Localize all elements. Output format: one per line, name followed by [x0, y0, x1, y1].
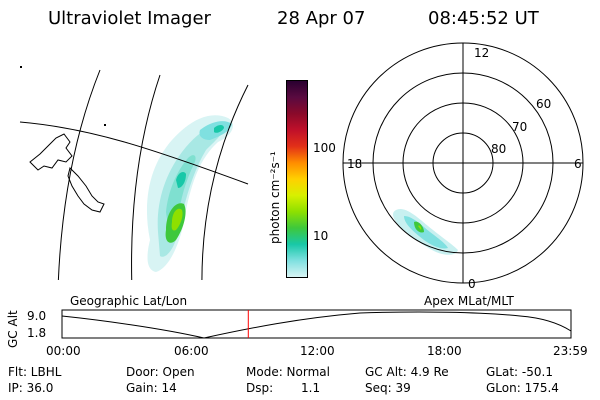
time-label: 08:45:52 UT — [428, 8, 539, 29]
mlt-label-0: 0 — [468, 277, 476, 291]
mlat-label-60: 60 — [536, 97, 552, 111]
instrument-title: Ultraviolet Imager — [48, 8, 211, 29]
coastline — [29, 133, 73, 171]
timeline-xtick-2359: 23:59 — [553, 344, 588, 358]
geographic-panel-label: Geographic Lat/Lon — [70, 294, 188, 308]
colorbar-tick-10: 10 — [313, 229, 329, 243]
mlt-label-12: 12 — [474, 46, 490, 60]
info-mode: Mode: Normal — [246, 365, 330, 379]
info-dsp-label: Dsp: — [246, 381, 274, 395]
polar-dial — [342, 42, 584, 284]
info-glon: GLon: 175.4 — [486, 381, 559, 395]
info-door: Door: Open — [126, 365, 195, 379]
timeline-xtick-1200: 12:00 — [300, 344, 335, 358]
aurora-emission-polar — [393, 208, 458, 255]
info-glat: GLat: -50.1 — [486, 365, 553, 379]
mlt-label-6: 6 — [574, 157, 582, 171]
info-gc-alt: GC Alt: 4.9 Re — [365, 365, 449, 379]
info-dsp-value: 1.1 — [301, 381, 321, 395]
date-label: 28 Apr 07 — [277, 8, 366, 29]
mlt-label-18: 18 — [347, 157, 363, 171]
colorbar — [286, 80, 308, 278]
info-ip: IP: 36.0 — [8, 381, 54, 395]
timeline-xtick-0600: 06:00 — [174, 344, 209, 358]
altitude-timeline — [61, 309, 572, 339]
timeline-y-label: GC Alt — [6, 310, 20, 348]
aurora-emission-geo — [146, 115, 233, 272]
mlat-label-80: 80 — [491, 142, 507, 156]
info-gain: Gain: 14 — [126, 381, 177, 395]
info-filter: Flt: LBHL — [8, 365, 62, 379]
altitude-curve — [61, 311, 572, 339]
timeline-ytick-top: 9.0 — [27, 309, 47, 323]
colorbar-tick-100: 100 — [313, 141, 336, 155]
info-seq: Seq: 39 — [365, 381, 411, 395]
colorbar-unit-label: photon cm⁻²s⁻¹ — [268, 151, 282, 244]
mlat-label-70: 70 — [512, 120, 528, 134]
timeline-xtick-1800: 18:00 — [427, 344, 462, 358]
timeline-xtick-0000: 00:00 — [46, 344, 81, 358]
timeline-ytick-bottom: 1.8 — [27, 326, 47, 340]
apex-panel-label: Apex MLat/MLT — [424, 294, 514, 308]
